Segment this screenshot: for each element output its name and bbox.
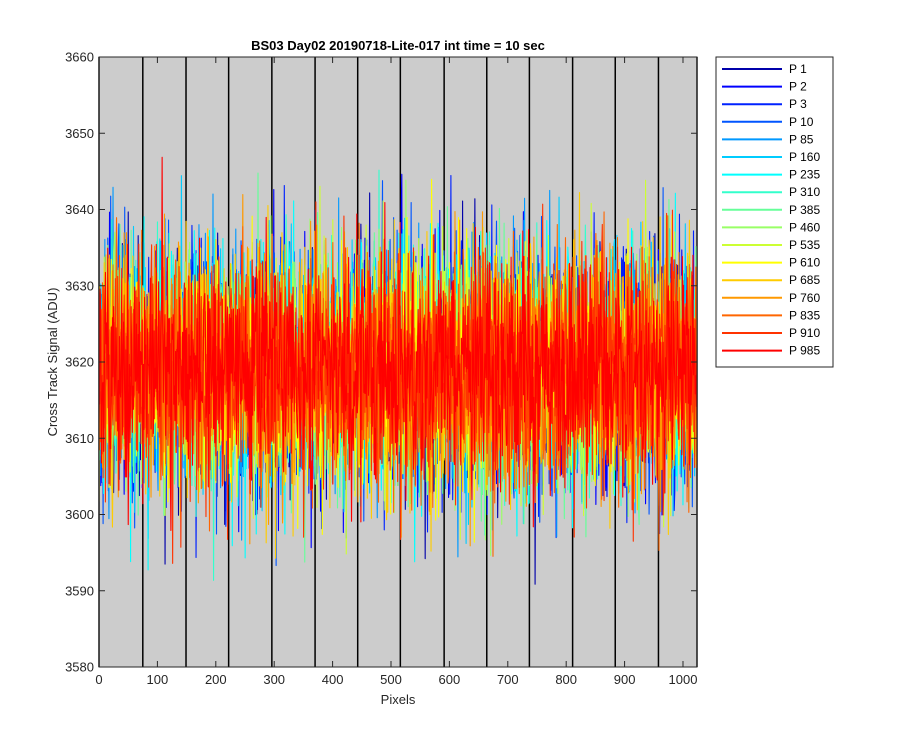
- legend-item[interactable]: P 235: [722, 168, 820, 182]
- chart-title: BS03 Day02 20190718-Lite-017 int time = …: [251, 38, 545, 53]
- legend-label: P 535: [789, 238, 820, 252]
- legend-label: P 310: [789, 185, 820, 199]
- legend-label: P 985: [789, 344, 820, 358]
- x-tick-label: 1000: [669, 672, 698, 687]
- y-tick-label: 3590: [65, 583, 94, 598]
- x-tick-label: 200: [205, 672, 227, 687]
- legend-label: P 10: [789, 115, 814, 129]
- series-line: [99, 156, 697, 531]
- x-tick-label: 500: [380, 672, 402, 687]
- y-axis-label: Cross Track Signal (ADU): [45, 288, 60, 437]
- legend-item[interactable]: P 535: [722, 238, 820, 252]
- legend-item[interactable]: P 610: [722, 256, 820, 270]
- legend-label: P 385: [789, 203, 820, 217]
- y-tick-label: 3630: [65, 278, 94, 293]
- legend-item[interactable]: P 835: [722, 308, 820, 322]
- legend-label: P 835: [789, 308, 820, 322]
- series-group: [99, 156, 697, 585]
- legend-item[interactable]: P 460: [722, 220, 820, 234]
- x-tick-label: 700: [497, 672, 519, 687]
- legend-label: P 910: [789, 326, 820, 340]
- legend-label: P 85: [789, 132, 814, 146]
- legend-label: P 460: [789, 220, 820, 234]
- x-tick-label: 800: [555, 672, 577, 687]
- legend-item[interactable]: P 85: [722, 132, 814, 146]
- legend-label: P 3: [789, 97, 807, 111]
- legend-label: P 1: [789, 62, 807, 76]
- x-axis: 0 100 200 300 400 500 600 700 800 900 1000: [95, 57, 697, 687]
- legend-item[interactable]: P 10: [722, 115, 814, 129]
- legend-label: P 685: [789, 273, 820, 287]
- legend-item[interactable]: P 910: [722, 326, 820, 340]
- legend-item[interactable]: P 2: [722, 80, 807, 94]
- legend-item[interactable]: P 160: [722, 150, 820, 164]
- x-tick-label: 900: [614, 672, 636, 687]
- legend-label: P 760: [789, 291, 820, 305]
- legend-label: P 160: [789, 150, 820, 164]
- x-tick-label: 600: [439, 672, 461, 687]
- y-tick-label: 3580: [65, 660, 94, 675]
- y-tick-label: 3600: [65, 507, 94, 522]
- y-axis: 3580 3590 3600 3610 3620 3630 3640 3650 3660: [65, 50, 697, 675]
- legend-label: P 610: [789, 256, 820, 270]
- x-tick-label: 100: [147, 672, 169, 687]
- legend-label: P 235: [789, 168, 820, 182]
- legend-item[interactable]: P 385: [722, 203, 820, 217]
- y-tick-label: 3660: [65, 50, 94, 65]
- x-tick-label: 300: [263, 672, 285, 687]
- legend[interactable]: P 1 P 2 P 3 P 10 P 85 P 160 P 235 P 310 P 385 P 4…: [715, 56, 834, 368]
- y-tick-label: 3650: [65, 126, 94, 141]
- y-tick-label: 3640: [65, 202, 94, 217]
- y-tick-label: 3610: [65, 431, 94, 446]
- x-axis-label: Pixels: [381, 692, 416, 707]
- legend-label: P 2: [789, 80, 807, 94]
- legend-item[interactable]: P 3: [722, 97, 807, 111]
- legend-item[interactable]: P 310: [722, 185, 820, 199]
- x-tick-label: 0: [95, 672, 102, 687]
- y-tick-label: 3620: [65, 355, 94, 370]
- legend-item[interactable]: P 685: [722, 273, 820, 287]
- x-tick-label: 400: [322, 672, 344, 687]
- legend-item[interactable]: P 760: [722, 291, 820, 305]
- legend-item[interactable]: P 1: [722, 62, 807, 76]
- legend-item[interactable]: P 985: [722, 344, 820, 358]
